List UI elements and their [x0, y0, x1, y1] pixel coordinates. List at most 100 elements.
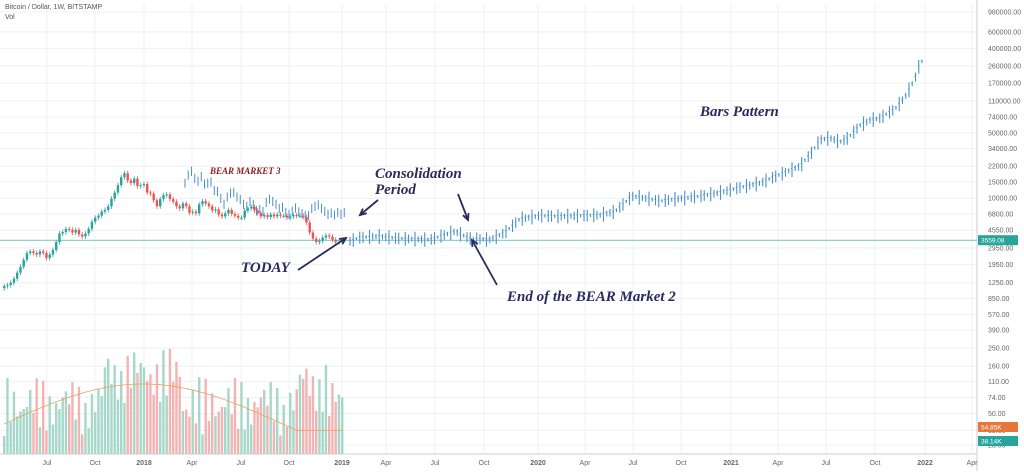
- time-tick-label: Jul: [237, 460, 246, 467]
- price-tick-label: 10000.00: [988, 196, 1017, 203]
- volume-bar: [19, 411, 22, 454]
- price-candle: [22, 259, 25, 267]
- volume-bar: [32, 412, 35, 454]
- time-tick-label: Oct: [284, 460, 295, 467]
- volume-bar: [227, 388, 230, 454]
- price-candle: [139, 185, 142, 187]
- price-tick-label: 170000.00: [988, 81, 1021, 88]
- volume-label: 38.14K: [981, 439, 1002, 446]
- price-candle: [237, 215, 240, 218]
- volume-bar: [178, 376, 181, 454]
- volume-bar: [9, 422, 12, 454]
- price-tick-label: 1950.00: [988, 262, 1013, 269]
- volume-bar: [253, 402, 256, 454]
- volume-bar: [22, 409, 25, 454]
- volume-bar: [38, 427, 42, 454]
- price-candle: [77, 229, 81, 235]
- volume-bar: [55, 403, 58, 454]
- price-candle: [107, 206, 110, 210]
- price-candle: [282, 215, 285, 217]
- price-candle: [201, 201, 204, 205]
- price-candle: [159, 199, 162, 207]
- price-candle: [155, 200, 159, 207]
- price-candle: [25, 252, 29, 260]
- volume-bar: [207, 420, 211, 454]
- volume-bar: [302, 378, 305, 454]
- price-candle: [266, 215, 269, 218]
- price-candle: [256, 210, 259, 214]
- price-candle: [58, 233, 61, 243]
- consolidation-label: Consolidation: [375, 166, 462, 182]
- volume-bar: [123, 403, 126, 454]
- price-candle: [298, 215, 302, 217]
- price-candle: [178, 206, 181, 209]
- volume-bar: [129, 387, 133, 454]
- consolidation-arrow: [358, 199, 379, 217]
- price-tick-label: 110000.00: [988, 98, 1021, 105]
- volume-pane: [3, 348, 344, 454]
- price-candle: [146, 183, 149, 193]
- volume-bar: [159, 401, 162, 454]
- volume-bar: [331, 383, 334, 454]
- volume-bar: [269, 381, 272, 454]
- price-candle: [110, 198, 113, 207]
- price-candle: [51, 249, 55, 255]
- price-candle: [324, 235, 328, 238]
- volume-bar: [250, 424, 253, 454]
- volume-bar: [120, 371, 123, 454]
- price-candle: [185, 203, 188, 207]
- volume-bar: [162, 349, 165, 454]
- price-candle: [74, 229, 77, 233]
- volume-bar: [292, 410, 295, 454]
- volume-bar: [139, 362, 142, 454]
- price-candle: [55, 242, 58, 250]
- volume-bar: [233, 377, 237, 454]
- last-price-badge: [978, 235, 1018, 246]
- volume-bar: [87, 428, 90, 454]
- price-candle: [259, 213, 263, 217]
- time-tick-label: Apr: [580, 460, 592, 467]
- volume-bar: [12, 391, 16, 454]
- volume-bar: [35, 378, 38, 454]
- volume-bar: [172, 381, 175, 454]
- price-tick-label: 980000.00: [988, 10, 1021, 17]
- price-candle: [71, 229, 74, 233]
- volume-bar: [29, 389, 32, 454]
- price-candle: [328, 235, 331, 237]
- price-tick-label: 600000.00: [988, 29, 1021, 36]
- volume-bar: [311, 376, 315, 454]
- volume-bar: [217, 411, 220, 454]
- price-candle: [123, 173, 126, 178]
- price-tick-label: 850.00: [988, 296, 1010, 303]
- price-candle: [68, 228, 71, 230]
- volume-bar: [266, 405, 269, 454]
- price-candle: [84, 233, 87, 237]
- price-candle: [217, 209, 220, 215]
- volume-ma-label: 54.85K: [981, 425, 1002, 432]
- price-candle: [269, 214, 272, 218]
- volume-bar: [318, 379, 321, 454]
- price-candle: [279, 214, 282, 216]
- time-tick-label: 2022: [917, 460, 933, 467]
- volume-bar: [45, 430, 48, 454]
- price-candle: [133, 178, 136, 184]
- time-tick-label: Jul: [822, 460, 831, 467]
- price-candle: [29, 251, 32, 253]
- price-tick-label: 74000.00: [988, 114, 1017, 121]
- price-tick-label: 110.00: [988, 379, 1009, 386]
- volume-bar: [214, 416, 217, 454]
- volume-bar: [136, 373, 139, 454]
- price-candle: [198, 204, 201, 214]
- arrow-head: [358, 208, 368, 217]
- price-candle: [230, 209, 233, 214]
- bars-pattern-label: Bars Pattern: [699, 104, 779, 120]
- price-candle: [168, 194, 172, 200]
- price-candle: [276, 214, 279, 217]
- price-candle: [220, 214, 224, 217]
- price-candle: [175, 201, 178, 207]
- volume-bar: [285, 426, 289, 454]
- volume-bar: [58, 409, 61, 454]
- volume-bar: [230, 414, 233, 454]
